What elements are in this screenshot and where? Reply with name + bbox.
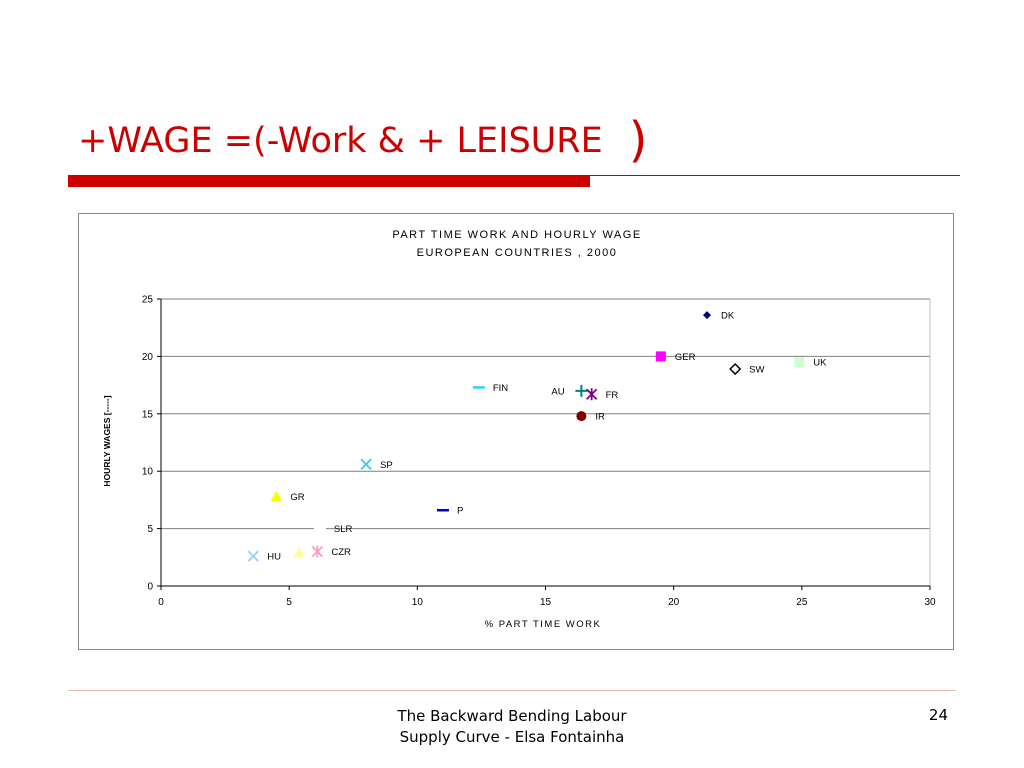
footer-line-1: The Backward Bending Labour: [397, 707, 627, 725]
data-point: [655, 351, 666, 362]
y-tick-label: 10: [142, 467, 154, 478]
data-label: SW: [749, 365, 764, 376]
data-label: SLR: [334, 524, 353, 535]
data-label: P: [457, 506, 463, 517]
x-tick-label: 0: [158, 597, 164, 608]
data-label: SP: [380, 460, 393, 471]
slide-title-text: +WAGE =(-Work & + LEISURE: [78, 121, 603, 161]
data-point: [360, 458, 372, 470]
x-tick-label: 15: [540, 597, 552, 608]
data-label: IR: [595, 412, 605, 423]
data-label: GR: [290, 492, 304, 503]
data-label: UK: [813, 358, 827, 369]
data-label: FR: [606, 390, 619, 401]
data-point: [576, 411, 587, 422]
y-tick-label: 5: [147, 524, 153, 535]
chart-subtitle: EUROPEAN COUNTRIES , 2000: [417, 247, 618, 259]
data-label: CZR: [331, 547, 351, 558]
x-tick-label: 30: [924, 597, 936, 608]
x-axis-label: % PART TIME WORK: [485, 619, 602, 630]
data-point: [586, 388, 598, 401]
plot-area: 0 5 10 15 20 25 0 5 10 15 20 25 30 DK GER SW UK FIN AU FRIR…: [142, 295, 936, 609]
data-label: GER: [675, 352, 696, 363]
scatter-chart: PART TIME WORK AND HOURLY WAGE EUROPEAN …: [102, 229, 936, 630]
data-label: FIN: [493, 383, 508, 394]
data-point: [247, 550, 259, 562]
footer-caption: The Backward Bending Labour Supply Curve…: [340, 706, 684, 748]
x-tick-label: 10: [412, 597, 424, 608]
data-point: [702, 311, 711, 320]
slide-title: +WAGE =(-Work & + LEISURE): [78, 112, 647, 168]
chart-title: PART TIME WORK AND HOURLY WAGE: [392, 229, 641, 241]
data-point: [729, 362, 742, 376]
data-point: [575, 384, 588, 397]
y-tick-label: 0: [147, 582, 153, 593]
data-point: [311, 545, 323, 558]
y-tick-label: 25: [142, 295, 154, 306]
slide-title-paren: ): [628, 112, 648, 168]
y-axis-label: HOURLY WAGES [-----]: [102, 395, 112, 486]
title-underline-accent: [68, 175, 590, 187]
x-tick-label: 20: [668, 597, 680, 608]
data-label: HU: [267, 552, 281, 563]
data-label: AU: [551, 386, 564, 397]
x-tick-label: 25: [796, 597, 808, 608]
chart-frame: PART TIME WORK AND HOURLY WAGE EUROPEAN …: [78, 213, 954, 650]
footer-line-2: Supply Curve - Elsa Fontainha: [399, 728, 625, 746]
data-point: [270, 490, 283, 502]
x-tick-label: 5: [286, 597, 292, 608]
y-tick-label: 20: [142, 352, 154, 363]
y-tick-label: 15: [142, 409, 154, 420]
data-label: DK: [721, 311, 735, 322]
data-point: [794, 357, 805, 368]
page-number: 24: [928, 706, 948, 724]
data-point: [293, 546, 306, 558]
footer-divider: [68, 690, 956, 691]
